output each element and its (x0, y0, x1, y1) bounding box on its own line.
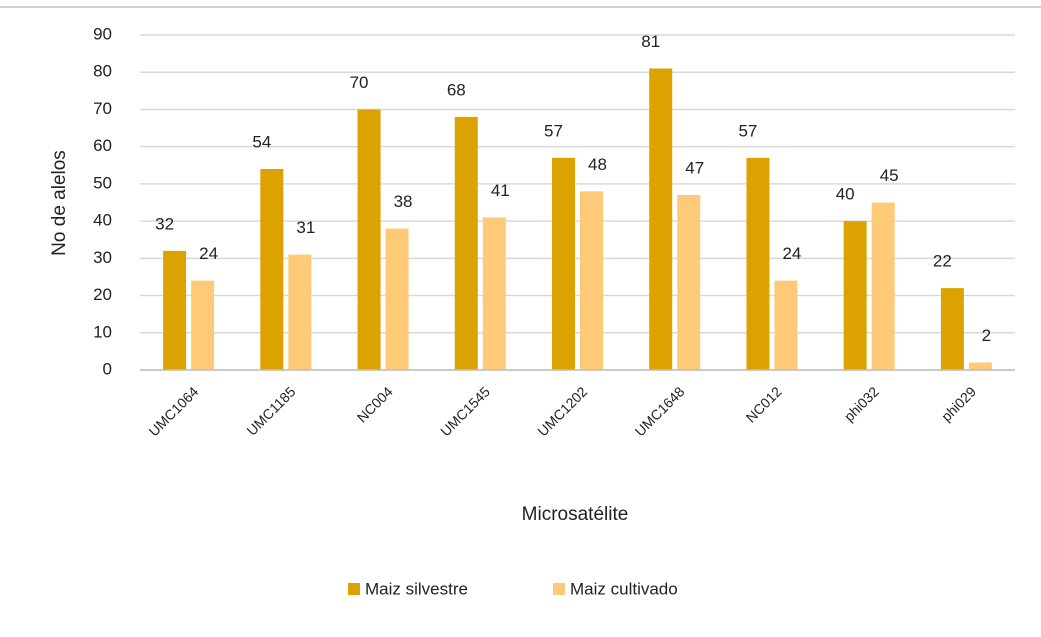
x-tick-label: UMC1185 (243, 383, 298, 438)
bar (454, 116, 478, 370)
bar (482, 217, 506, 370)
bar (677, 195, 701, 370)
data-label: 31 (296, 218, 315, 237)
y-tick-label: 60 (93, 136, 112, 155)
y-tick-label: 0 (103, 359, 112, 378)
bar (580, 191, 603, 370)
x-tick-label: NC012 (743, 383, 785, 425)
data-label: 54 (252, 132, 271, 151)
y-tick-label: 20 (93, 285, 112, 304)
data-label: 32 (155, 214, 174, 233)
data-label: 68 (447, 80, 466, 99)
data-label: 40 (836, 185, 855, 204)
data-label: 2 (982, 326, 991, 345)
data-label: 41 (491, 181, 510, 200)
y-tick-label: 30 (93, 248, 112, 267)
x-tick-label: UMC1648 (632, 383, 688, 439)
x-tick-label: NC004 (354, 383, 396, 425)
legend-label: Maiz cultivado (570, 579, 678, 598)
y-tick-label: 10 (93, 322, 112, 341)
y-tick-label: 50 (93, 173, 112, 192)
legend-label: Maiz silvestre (365, 579, 468, 598)
bar (746, 157, 770, 370)
y-tick-label: 90 (93, 24, 112, 43)
x-tick-label: UMC1545 (437, 383, 493, 439)
data-label: 81 (641, 32, 660, 51)
data-label: 57 (738, 121, 757, 140)
data-label: 45 (880, 166, 899, 185)
y-axis-label: No de alelos (49, 150, 70, 256)
legend-swatch (553, 583, 565, 595)
data-label: 38 (394, 192, 413, 211)
data-label: 57 (544, 121, 563, 140)
y-tick-label: 70 (93, 99, 112, 118)
bar (288, 254, 312, 370)
x-axis-label: Microsatélite (522, 504, 629, 525)
bar (260, 169, 284, 370)
y-tick-label: 80 (93, 62, 112, 81)
data-label: 24 (782, 244, 801, 263)
data-label: 22 (933, 252, 952, 271)
data-label: 47 (685, 159, 704, 178)
x-tick-label: phi029 (938, 383, 979, 424)
bar (968, 362, 992, 370)
x-tick-label: phi032 (841, 383, 882, 424)
data-label: 48 (588, 155, 607, 174)
bar (385, 228, 409, 370)
bar (940, 288, 964, 370)
bar (774, 280, 798, 370)
bar (357, 109, 381, 370)
x-tick-label: UMC1064 (145, 383, 201, 439)
bar (843, 221, 867, 370)
data-label: 24 (199, 244, 218, 263)
bar (191, 280, 215, 370)
bar (649, 68, 673, 370)
x-tick-label: UMC1202 (534, 383, 590, 439)
bar (871, 202, 895, 370)
legend-swatch (348, 583, 360, 595)
y-tick-label: 40 (93, 211, 112, 230)
bar (163, 250, 187, 370)
data-label: 70 (350, 73, 369, 92)
bar (552, 157, 575, 370)
